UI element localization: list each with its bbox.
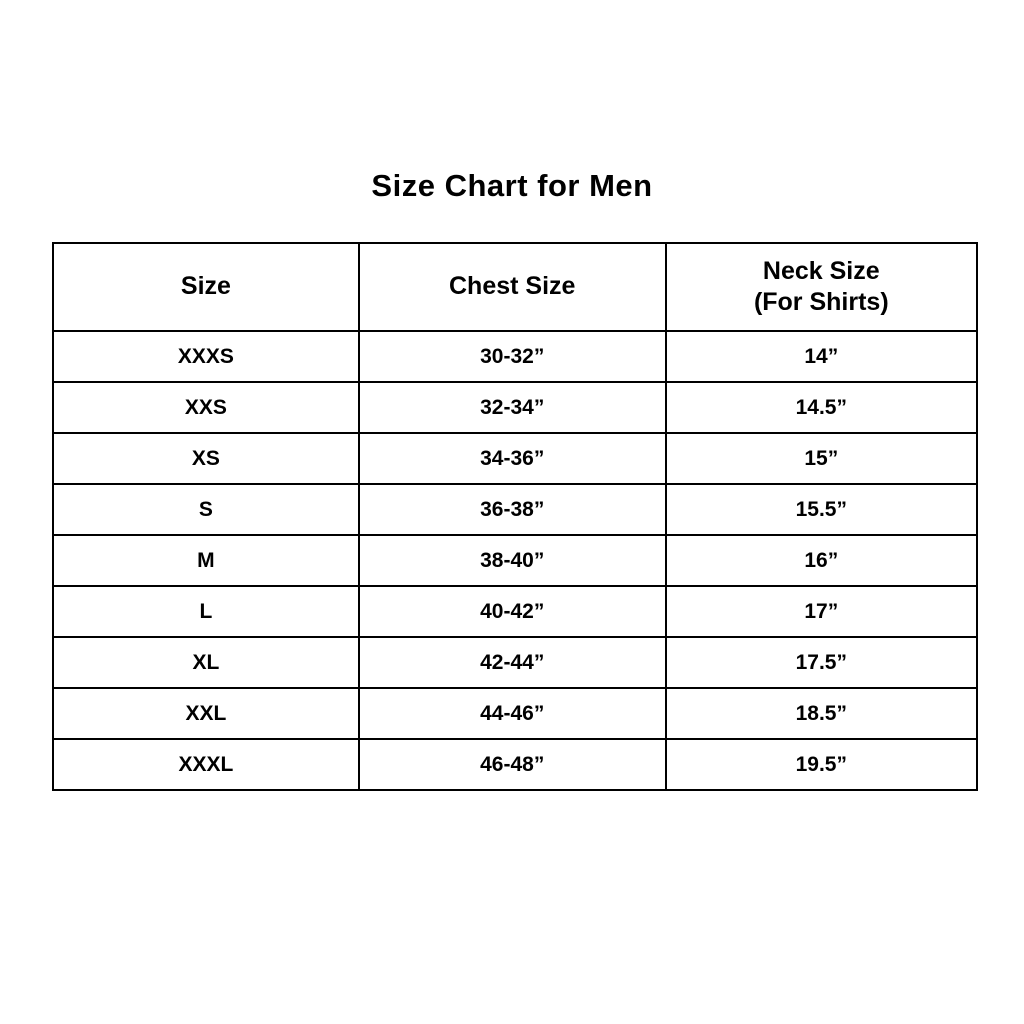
cell-chest: 46-48” [357, 738, 667, 791]
table-row: M 38-40” 16” [52, 534, 979, 587]
cell-size: M [52, 534, 360, 587]
table-row: S 36-38” 15.5” [52, 483, 979, 536]
cell-size: XXXL [52, 738, 360, 791]
cell-neck: 15.5” [664, 483, 979, 536]
table-row: XS 34-36” 15” [52, 432, 979, 485]
table-row: XXXL 46-48” 19.5” [52, 738, 979, 791]
cell-size: L [52, 585, 360, 638]
column-header-neck: Neck Size (For Shirts) [664, 242, 979, 332]
cell-chest: 44-46” [357, 687, 667, 740]
cell-neck: 17” [664, 585, 979, 638]
cell-size: XL [52, 636, 360, 689]
table-row: XXL 44-46” 18.5” [52, 687, 979, 740]
cell-chest: 42-44” [357, 636, 667, 689]
cell-neck: 14” [664, 330, 979, 383]
cell-size: XXXS [52, 330, 360, 383]
cell-neck: 15” [664, 432, 979, 485]
cell-neck: 19.5” [664, 738, 979, 791]
cell-neck: 18.5” [664, 687, 979, 740]
table-header-row: Size Chest Size Neck Size (For Shirts) [52, 242, 979, 332]
cell-chest: 38-40” [357, 534, 667, 587]
page-title: Size Chart for Men [371, 168, 653, 203]
column-header-chest: Chest Size [357, 242, 667, 332]
column-header-size-label: Size [180, 272, 231, 301]
cell-size: XS [52, 432, 360, 485]
column-header-size: Size [52, 242, 360, 332]
cell-neck: 16” [664, 534, 979, 587]
table-row: XL 42-44” 17.5” [52, 636, 979, 689]
cell-chest: 30-32” [357, 330, 667, 383]
cell-size: XXL [52, 687, 360, 740]
size-chart-table: Size Chest Size Neck Size (For Shirts) X… [52, 242, 979, 791]
table-row: L 40-42” 17” [52, 585, 979, 638]
cell-neck: 14.5” [664, 381, 979, 434]
table-body: XXXS 30-32” 14” XXS 32-34” 14.5” XS 34-36” 15” S 3… [52, 330, 979, 791]
cell-chest: 34-36” [357, 432, 667, 485]
cell-neck: 17.5” [664, 636, 979, 689]
column-header-chest-label: Chest Size [449, 272, 576, 301]
column-header-neck-line1: Neck Size [762, 256, 880, 285]
table-row: XXXS 30-32” 14” [52, 330, 979, 383]
cell-chest: 32-34” [357, 381, 667, 434]
cell-size: S [52, 483, 360, 536]
cell-chest: 36-38” [357, 483, 667, 536]
column-header-neck-line2: (For Shirts) [753, 288, 889, 316]
table-row: XXS 32-34” 14.5” [52, 381, 979, 434]
cell-chest: 40-42” [357, 585, 667, 638]
cell-size: XXS [52, 381, 360, 434]
